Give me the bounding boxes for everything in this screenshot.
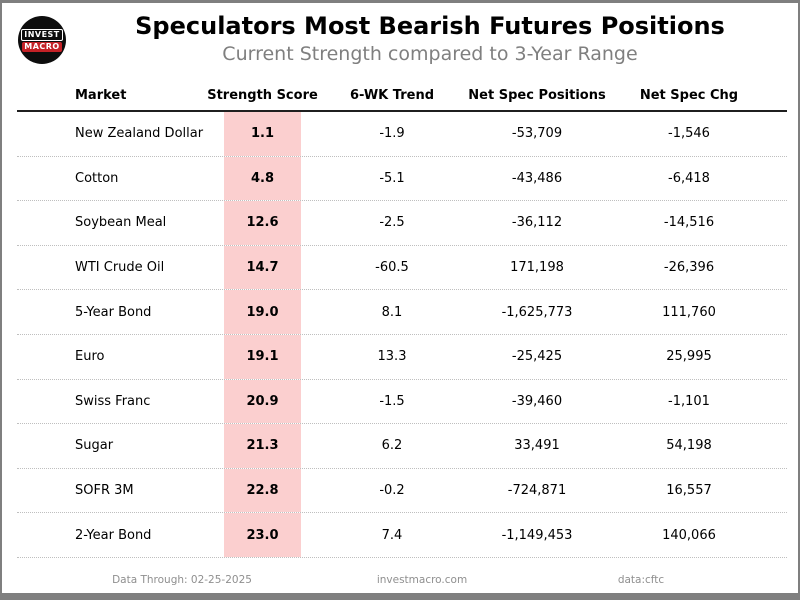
net-spec-chg-cell: -14,516 (663, 215, 715, 231)
net-spec-positions-cell: -36,112 (511, 215, 563, 231)
table-row: 5-Year Bond 19.0 8.1 -1,625,773 111,760 (17, 290, 787, 335)
strength-score-cell: 19.1 (224, 334, 301, 379)
table-row: WTI Crude Oil 14.7 -60.5 171,198 -26,396 (17, 245, 787, 291)
net-spec-chg-cell: 16,557 (666, 483, 712, 499)
trend-cell: -1.5 (379, 393, 405, 409)
net-spec-positions-cell: -724,871 (507, 483, 567, 499)
market-cell: New Zealand Dollar (75, 126, 204, 142)
market-cell: Euro (75, 349, 105, 365)
net-spec-positions-cell: -43,486 (511, 170, 563, 186)
market-cell: 2-Year Bond (75, 527, 152, 543)
col-header-6wk-trend: 6-WK Trend (349, 88, 435, 103)
investmacro-logo: INVEST MACRO (18, 16, 66, 64)
net-spec-positions-cell: 33,491 (514, 438, 560, 454)
net-spec-positions-cell: -25,425 (511, 349, 563, 365)
net-spec-chg-cell: -1,546 (668, 126, 710, 142)
trend-cell: -5.1 (379, 170, 405, 186)
trend-cell: -0.2 (379, 483, 405, 499)
table-row: 2-Year Bond 23.0 7.4 -1,149,453 140,066 (17, 513, 787, 558)
strength-score-cell: 22.8 (224, 468, 301, 513)
page-title: Speculators Most Bearish Futures Positio… (135, 12, 725, 40)
market-cell: 5-Year Bond (75, 304, 152, 320)
table-row: SOFR 3M 22.8 -0.2 -724,871 16,557 (17, 468, 787, 514)
footer-website: investmacro.com (376, 574, 468, 586)
net-spec-chg-cell: -26,396 (663, 260, 715, 276)
strength-score-cell: 12.6 (224, 201, 301, 245)
strength-score-cell: 4.8 (224, 156, 301, 201)
col-header-market: Market (75, 88, 127, 103)
strength-score-cell: 14.7 (224, 245, 301, 290)
trend-cell: -60.5 (375, 260, 409, 276)
strength-score-cell: 20.9 (224, 379, 301, 424)
trend-cell: 13.3 (377, 349, 407, 365)
table-row: New Zealand Dollar 1.1 -1.9 -53,709 -1,5… (17, 112, 787, 157)
trend-cell: -1.9 (379, 126, 405, 142)
table-row: Sugar 21.3 6.2 33,491 54,198 (17, 424, 787, 469)
net-spec-chg-cell: 140,066 (662, 527, 716, 543)
strength-score-cell: 21.3 (224, 424, 301, 468)
table-header-row: Market Strength Score 6-WK Trend Net Spe… (17, 81, 787, 110)
trend-cell: 6.2 (381, 438, 403, 454)
footer-data-through: Data Through: 02-25-2025 (112, 574, 252, 586)
table-row: Soybean Meal 12.6 -2.5 -36,112 -14,516 (17, 201, 787, 246)
net-spec-positions-cell: 171,198 (510, 260, 564, 276)
logo-macro-text: MACRO (22, 41, 62, 52)
page-subtitle: Current Strength compared to 3-Year Rang… (222, 43, 638, 65)
net-spec-positions-cell: -39,460 (511, 393, 563, 409)
strength-score-cell: 19.0 (224, 290, 301, 334)
net-spec-chg-cell: -1,101 (668, 393, 710, 409)
market-cell: Sugar (75, 438, 114, 454)
strength-score-cell: 1.1 (224, 112, 301, 156)
net-spec-chg-cell: 111,760 (662, 304, 716, 320)
table-row: Cotton 4.8 -5.1 -43,486 -6,418 (17, 156, 787, 202)
table-body: New Zealand Dollar 1.1 -1.9 -53,709 -1,5… (17, 110, 787, 558)
trend-cell: 8.1 (381, 304, 403, 320)
market-cell: Swiss Franc (75, 393, 151, 409)
col-header-net-spec-chg: Net Spec Chg (639, 88, 739, 103)
net-spec-positions-cell: -53,709 (511, 126, 563, 142)
col-header-net-spec-positions: Net Spec Positions (468, 88, 606, 103)
net-spec-chg-cell: -6,418 (668, 170, 710, 186)
table-row: Euro 19.1 13.3 -25,425 25,995 (17, 334, 787, 380)
col-header-strength-score: Strength Score (207, 88, 318, 103)
net-spec-chg-cell: 54,198 (666, 438, 712, 454)
strength-score-cell: 23.0 (224, 513, 301, 557)
trend-cell: 7.4 (381, 527, 403, 543)
table-row: Swiss Franc 20.9 -1.5 -39,460 -1,101 (17, 379, 787, 425)
positions-table: Market Strength Score 6-WK Trend Net Spe… (17, 81, 787, 558)
trend-cell: -2.5 (379, 215, 405, 231)
market-cell: Cotton (75, 170, 119, 186)
market-cell: SOFR 3M (75, 483, 134, 499)
logo-invest-text: INVEST (21, 28, 63, 41)
net-spec-chg-cell: 25,995 (666, 349, 712, 365)
market-cell: WTI Crude Oil (75, 260, 165, 276)
footer-data-source: data:cftc (617, 574, 665, 586)
market-cell: Soybean Meal (75, 215, 167, 231)
net-spec-positions-cell: -1,149,453 (501, 527, 573, 543)
net-spec-positions-cell: -1,625,773 (501, 304, 573, 320)
